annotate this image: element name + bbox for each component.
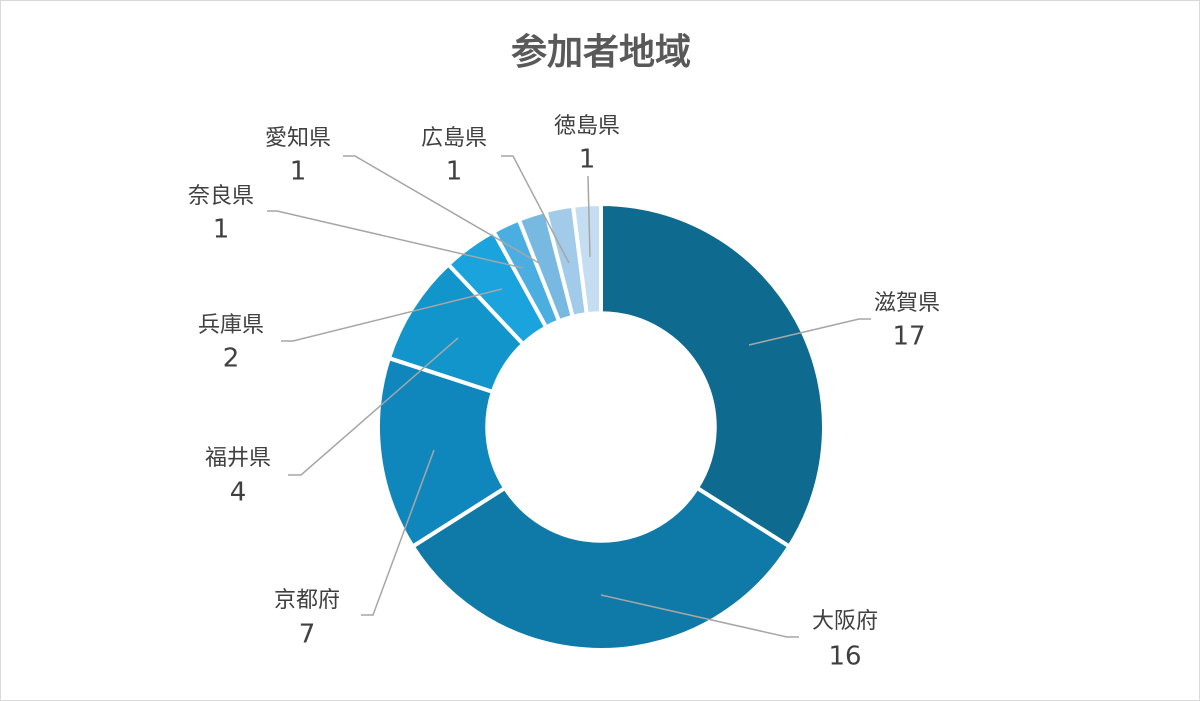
data-label-value-8: 1 — [446, 157, 463, 187]
data-label-value-2: 16 — [828, 642, 861, 672]
leader-line-8 — [501, 155, 570, 264]
leader-line-7 — [343, 155, 540, 264]
data-label-value-4: 4 — [230, 478, 247, 508]
data-label-category-9: 徳島県 — [554, 114, 620, 139]
leader-line-1 — [748, 318, 871, 346]
data-label-value-5: 2 — [223, 344, 240, 374]
chart-title: 参加者地域 — [510, 32, 691, 73]
leader-line-4 — [288, 337, 459, 476]
data-label-value-6: 1 — [213, 215, 230, 245]
data-label-value-9: 1 — [579, 145, 596, 175]
leader-line-3 — [361, 449, 435, 616]
data-label-category-3: 京都府 — [274, 588, 340, 613]
data-label-category-7: 愛知県 — [265, 126, 331, 151]
slice-9 — [570, 201, 603, 317]
slice-2 — [409, 485, 793, 652]
data-label-value-1: 17 — [892, 322, 925, 352]
data-label-category-1: 滋賀県 — [874, 291, 940, 316]
slice-1 — [599, 201, 826, 550]
data-label-value-7: 1 — [290, 157, 307, 187]
data-label-category-6: 奈良県 — [188, 184, 254, 209]
data-label-value-3: 7 — [299, 620, 316, 650]
leader-line-2 — [600, 594, 799, 638]
data-label-category-8: 広島県 — [421, 126, 487, 151]
leader-line-5 — [281, 288, 503, 342]
data-label-category-5: 兵庫県 — [198, 313, 264, 338]
data-label-category-2: 大阪府 — [812, 609, 878, 634]
leader-line-9 — [587, 175, 591, 258]
leader-line-6 — [267, 210, 524, 269]
data-label-category-4: 福井県 — [205, 446, 271, 471]
